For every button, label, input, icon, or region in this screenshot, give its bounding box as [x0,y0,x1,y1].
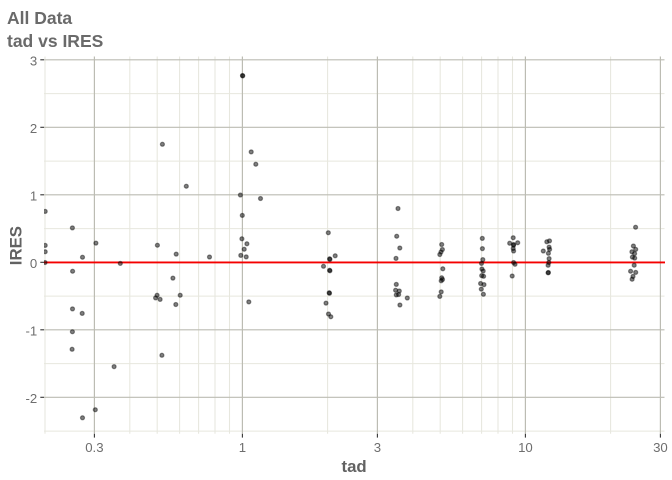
svg-text:All Data: All Data [7,8,72,28]
svg-text:1: 1 [30,189,37,204]
svg-text:0: 0 [30,256,37,271]
svg-text:30: 30 [653,440,668,455]
svg-text:IRES: IRES [6,226,25,265]
svg-text:2: 2 [30,121,37,136]
svg-text:10: 10 [518,440,533,455]
svg-text:1: 1 [239,440,246,455]
svg-text:0.3: 0.3 [85,440,103,455]
svg-text:-1: -1 [25,324,37,339]
svg-text:3: 3 [374,440,381,455]
svg-text:3: 3 [30,54,37,69]
svg-text:tad: tad [342,457,367,476]
svg-text:-2: -2 [25,391,37,406]
svg-text:tad vs IRES: tad vs IRES [7,31,103,51]
